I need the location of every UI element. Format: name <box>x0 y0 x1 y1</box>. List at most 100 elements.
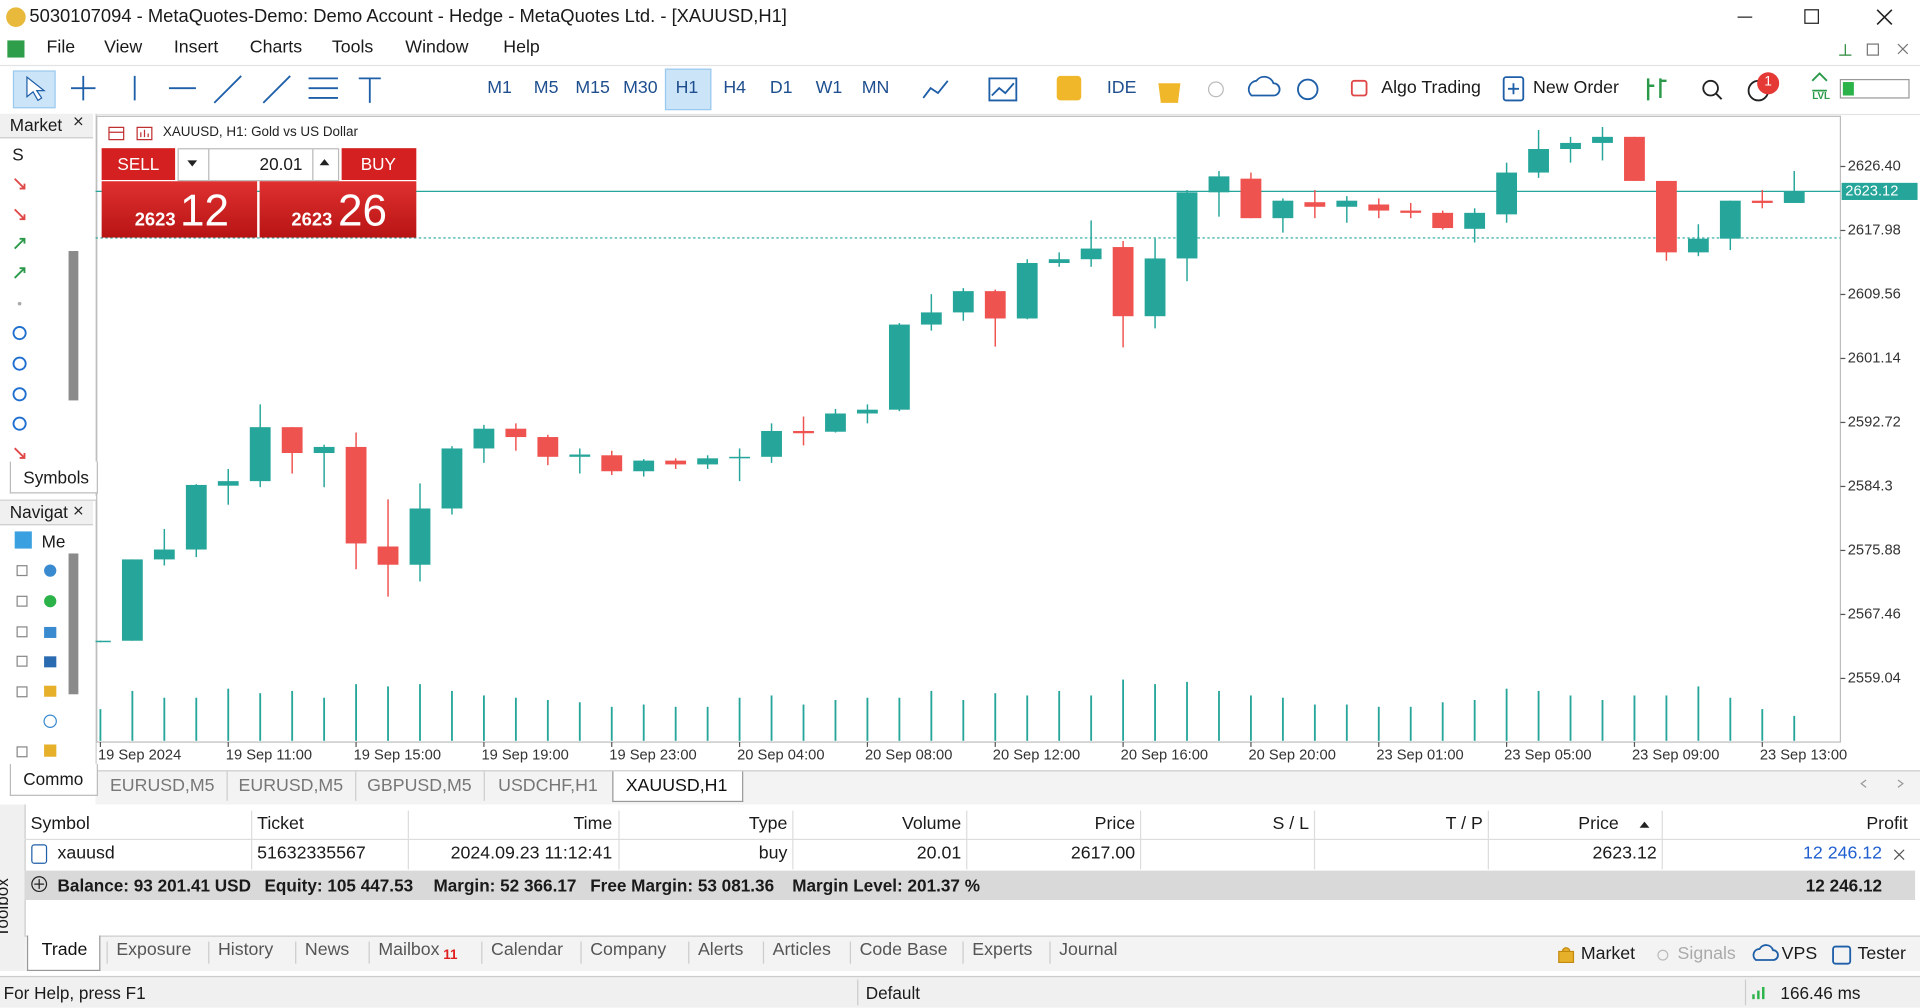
algo-trading-button[interactable]: Algo Trading <box>1381 78 1481 99</box>
timeframe-button[interactable]: D1 <box>769 78 793 99</box>
summary-profit: 12 246.12 <box>1805 875 1883 895</box>
panel-tab-label[interactable]: Commo <box>23 768 84 789</box>
chart-tab-label[interactable]: USDCHF,H1 <box>498 776 598 797</box>
ide-button[interactable]: IDE <box>1106 78 1137 99</box>
candle-body <box>984 291 1006 319</box>
column-header[interactable]: Price <box>1094 814 1136 835</box>
sell-label[interactable]: SELL <box>117 153 160 174</box>
toolbox-tab[interactable]: News <box>304 940 350 961</box>
toolbox-tab[interactable]: Experts <box>972 940 1033 961</box>
timeframe-button[interactable]: M1 <box>487 78 512 99</box>
candle-body <box>1464 212 1486 229</box>
candle-body <box>1400 210 1422 213</box>
toolbox-tab[interactable]: Journal <box>1059 940 1118 961</box>
toolbox-tab[interactable]: Trade <box>41 940 88 961</box>
service-button[interactable]: Signals <box>1677 944 1736 965</box>
position-icon <box>31 844 48 864</box>
chart-tab-label[interactable]: EURUSD,M5 <box>238 776 344 797</box>
status-help: For Help, press F1 <box>3 982 146 1003</box>
column-header[interactable]: Type <box>748 814 788 835</box>
column-header[interactable]: Volume <box>901 814 962 835</box>
candle-body <box>761 430 782 457</box>
account-summary: Balance: 93 201.41 USD <box>57 875 252 895</box>
candle-body <box>1656 180 1677 253</box>
column-separator <box>1140 810 1142 870</box>
position-type: buy <box>758 844 788 864</box>
menu-item[interactable]: Charts <box>249 38 303 58</box>
position-current-price: 2623.12 <box>1592 844 1657 864</box>
x-tick-label: 23 Sep 05:00 <box>1504 747 1591 763</box>
toolbox-tab[interactable]: Mailbox <box>378 940 440 961</box>
notification-count: 1 <box>1764 75 1772 90</box>
dropdown-arrow[interactable] <box>187 160 198 167</box>
chart-tab-label[interactable]: GBPUSD,M5 <box>367 776 472 797</box>
status-separator <box>857 979 859 1006</box>
service-button[interactable]: VPS <box>1781 944 1818 965</box>
timeframe-button[interactable]: M30 <box>623 78 658 99</box>
chart-tab[interactable] <box>98 771 228 801</box>
x-tick-label: 23 Sep 13:00 <box>1760 747 1847 763</box>
candle-body <box>1208 176 1230 193</box>
menu-item[interactable]: Help <box>503 38 540 58</box>
panel-tab-label[interactable]: Symbols <box>23 467 90 487</box>
timeframe-button[interactable]: H4 <box>723 78 747 99</box>
column-header[interactable]: Time <box>573 814 613 835</box>
chart-tab-label[interactable]: EURUSD,M5 <box>109 776 215 797</box>
close-position[interactable] <box>1893 849 1905 861</box>
timeframe-button[interactable]: H1 <box>675 78 699 99</box>
window-title: 5030107094 - MetaQuotes-Demo: Demo Accou… <box>29 6 787 27</box>
candle-body <box>345 446 367 544</box>
scrollbar[interactable] <box>68 251 79 401</box>
toolbox-tab-active[interactable] <box>26 935 101 972</box>
ask-box[interactable] <box>259 181 417 238</box>
new-order-button[interactable]: New Order <box>1533 78 1619 99</box>
column-header[interactable]: Ticket <box>257 814 304 835</box>
table-header <box>24 809 1920 841</box>
y-tick-label: 2592.72 <box>1848 414 1901 430</box>
up-arrow[interactable] <box>319 159 330 166</box>
toolbox-tab[interactable]: Code Base <box>859 940 948 961</box>
toolbox-tab[interactable]: Articles <box>772 940 831 961</box>
scrollbar[interactable] <box>68 553 79 695</box>
toolbox-tab[interactable]: History <box>217 940 274 961</box>
tab-separator <box>295 941 297 964</box>
candle-body <box>1176 192 1198 259</box>
menu-bar <box>0 34 1920 64</box>
timeframe-active[interactable] <box>664 68 712 111</box>
volume-input[interactable] <box>208 148 314 182</box>
sell-button[interactable] <box>101 148 176 181</box>
menu-item[interactable]: Window <box>405 38 469 58</box>
toolbox-tab[interactable]: Exposure <box>116 940 192 961</box>
y-tick-label: 2609.56 <box>1848 286 1901 302</box>
menu-item[interactable]: Insert <box>173 38 219 58</box>
candle-body <box>1624 136 1645 181</box>
panel-tab[interactable] <box>9 764 98 796</box>
timeframe-button[interactable]: M5 <box>533 78 559 99</box>
chart-tab[interactable] <box>355 771 485 801</box>
panel-tab[interactable] <box>9 461 98 494</box>
buy-button[interactable] <box>341 148 417 181</box>
service-button[interactable]: Market <box>1580 944 1636 965</box>
column-header[interactable]: Price <box>1578 814 1619 835</box>
menu-item[interactable]: View <box>104 38 143 58</box>
timeframe-button[interactable]: W1 <box>815 78 843 99</box>
status-profile: Default <box>865 982 921 1003</box>
buy-label[interactable]: BUY <box>360 153 396 174</box>
service-button[interactable]: Tester <box>1857 944 1906 965</box>
chart-tab-label[interactable]: XAUUSD,H1 <box>625 776 728 797</box>
toolbox-tab[interactable]: Calendar <box>491 940 564 961</box>
candle-body <box>153 549 175 560</box>
column-header[interactable]: Symbol <box>30 814 90 835</box>
timeframe-button[interactable]: M15 <box>575 78 610 99</box>
column-header[interactable]: T / P <box>1445 814 1483 835</box>
column-header[interactable]: S / L <box>1272 814 1309 835</box>
timeframe-button[interactable]: MN <box>861 78 890 99</box>
menu-item[interactable]: File <box>46 38 76 58</box>
column-header[interactable]: Profit <box>1866 814 1908 835</box>
toolbox-tab[interactable]: Company <box>590 940 667 961</box>
toolbox-tab[interactable]: Alerts <box>697 940 744 961</box>
chart-tab[interactable] <box>612 771 744 803</box>
menu-item[interactable]: Tools <box>331 38 374 58</box>
chart-tab[interactable] <box>227 771 357 801</box>
bid-box[interactable] <box>101 181 258 238</box>
